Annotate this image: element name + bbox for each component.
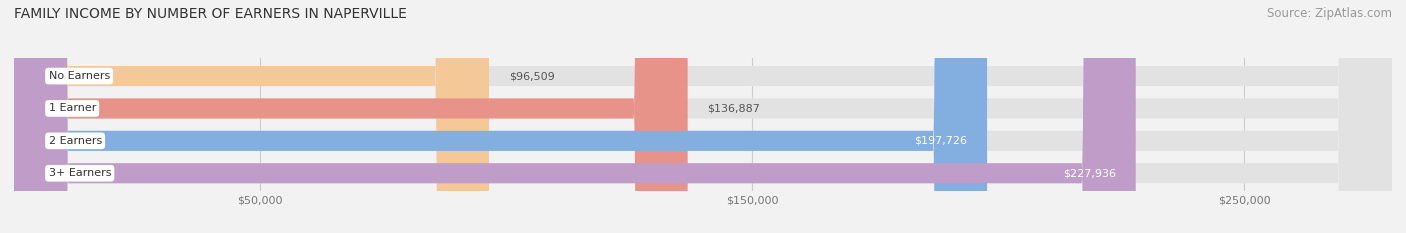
Text: $136,887: $136,887 (707, 103, 761, 113)
Text: 2 Earners: 2 Earners (48, 136, 101, 146)
Text: 1 Earner: 1 Earner (48, 103, 96, 113)
Text: $197,726: $197,726 (914, 136, 967, 146)
Text: FAMILY INCOME BY NUMBER OF EARNERS IN NAPERVILLE: FAMILY INCOME BY NUMBER OF EARNERS IN NA… (14, 7, 406, 21)
Text: Source: ZipAtlas.com: Source: ZipAtlas.com (1267, 7, 1392, 20)
FancyBboxPatch shape (14, 0, 1392, 233)
FancyBboxPatch shape (14, 0, 489, 233)
FancyBboxPatch shape (14, 0, 987, 233)
Text: $227,936: $227,936 (1063, 168, 1116, 178)
Text: 3+ Earners: 3+ Earners (48, 168, 111, 178)
FancyBboxPatch shape (14, 0, 1136, 233)
FancyBboxPatch shape (14, 0, 688, 233)
FancyBboxPatch shape (14, 0, 1392, 233)
Text: $96,509: $96,509 (509, 71, 554, 81)
FancyBboxPatch shape (14, 0, 1392, 233)
Text: No Earners: No Earners (48, 71, 110, 81)
FancyBboxPatch shape (14, 0, 1392, 233)
